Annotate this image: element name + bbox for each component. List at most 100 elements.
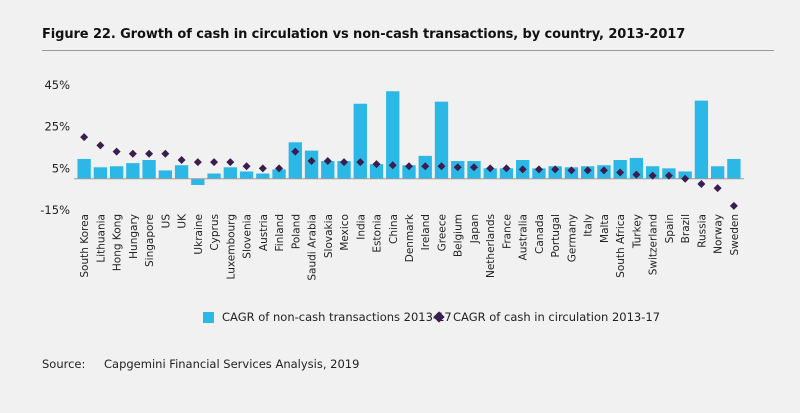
chart: -15% 5% 25% 45% South Korea Lithuania Hong Ko… <box>40 78 744 281</box>
legend-item-markers: CAGR of cash in circulation 2013-17 <box>433 310 660 324</box>
y-tick-label: 45% <box>44 78 70 92</box>
x-tick-label: South Korea <box>79 214 91 278</box>
cash-marker <box>210 158 219 167</box>
x-tick-label: Norway <box>713 214 725 254</box>
x-tick-label: Ukraine <box>193 214 205 255</box>
cash-marker <box>177 156 186 164</box>
x-tick-label: India <box>355 214 367 240</box>
x-tick-label: Brazil <box>680 214 692 243</box>
figure-title: Figure 22. Growth of cash in circulation… <box>42 27 686 42</box>
bar <box>694 100 709 179</box>
y-tick-label: 25% <box>44 120 70 134</box>
x-tick-label: Italy <box>583 214 595 237</box>
cash-marker <box>80 133 89 142</box>
bar <box>727 158 741 179</box>
legend-bar-swatch <box>203 311 214 323</box>
cash-marker <box>275 164 284 173</box>
bar-series <box>77 91 741 185</box>
x-tick-label: Slovenia <box>242 214 254 259</box>
x-tick-label: Russia <box>696 214 708 248</box>
cash-marker <box>664 171 673 180</box>
bar <box>337 161 351 179</box>
bar <box>191 178 205 185</box>
cash-marker <box>551 165 560 174</box>
legend-diamond-icon <box>433 311 445 323</box>
bar <box>483 168 497 179</box>
cash-marker <box>648 171 657 180</box>
x-tick-label: Greece <box>436 214 448 251</box>
x-tick-label: US <box>160 214 172 229</box>
x-tick-label: Hong Kong <box>112 214 124 271</box>
bar <box>434 101 449 179</box>
x-tick-label: Japan <box>469 214 481 244</box>
bar <box>272 169 286 179</box>
x-tick-label: Cyprus <box>209 214 221 251</box>
x-tick-label: Switzerland <box>648 214 660 275</box>
cash-marker <box>502 164 511 173</box>
cash-marker <box>421 162 430 171</box>
cash-marker <box>713 184 722 193</box>
x-tick-label: Malta <box>599 214 611 243</box>
x-tick-label: Belgium <box>453 214 465 257</box>
x-tick-label: Germany <box>566 214 578 262</box>
x-tick-label: Hungary <box>128 214 140 259</box>
title-divider <box>42 50 774 51</box>
cash-marker <box>616 168 625 177</box>
bar <box>126 163 140 179</box>
bar <box>77 158 91 179</box>
legend: CAGR of non-cash transactions 2013-17 CA… <box>0 310 800 330</box>
cash-marker <box>242 162 251 171</box>
y-axis: -15% 5% 25% 45% <box>40 78 70 217</box>
cash-marker <box>323 157 332 166</box>
legend-marker-label: CAGR of cash in circulation 2013-17 <box>453 310 661 324</box>
x-tick-label: Saudi Arabia <box>307 214 319 281</box>
bar <box>158 170 173 179</box>
cash-marker <box>632 170 641 179</box>
bar <box>369 164 384 179</box>
x-tick-label: Austria <box>258 214 270 251</box>
x-tick-label: Netherlands <box>485 214 497 278</box>
x-tick-label: South Africa <box>615 214 627 278</box>
x-tick-label: Slovakia <box>323 214 335 258</box>
cash-marker <box>697 179 706 188</box>
cash-marker <box>583 166 592 175</box>
cash-marker <box>226 158 235 167</box>
bar <box>174 165 189 179</box>
cash-marker <box>258 164 267 173</box>
bar <box>142 160 156 179</box>
cash-marker <box>145 149 154 158</box>
x-tick-label: France <box>501 214 513 249</box>
bar <box>256 173 270 179</box>
cash-marker <box>567 166 576 175</box>
cash-marker <box>372 160 381 169</box>
bar <box>239 171 254 179</box>
x-tick-label: Australia <box>518 214 530 260</box>
cash-marker <box>340 158 349 167</box>
x-tick-label: UK <box>177 213 189 229</box>
bar <box>93 167 108 179</box>
bar <box>532 168 546 179</box>
x-tick-label: Portugal <box>550 214 562 258</box>
cash-marker <box>388 161 397 170</box>
bar <box>402 165 416 179</box>
legend-bar-label: CAGR of non-cash transactions 2013-17 <box>222 310 452 324</box>
legend-item-bars: CAGR of non-cash transactions 2013-17 <box>203 310 452 324</box>
cash-marker <box>291 147 300 156</box>
bar <box>499 168 514 179</box>
cash-marker <box>729 201 738 210</box>
source-label: Source: <box>42 357 86 371</box>
cash-marker <box>599 166 608 175</box>
cash-marker <box>469 163 478 172</box>
cash-marker <box>486 164 495 173</box>
cash-marker <box>405 162 413 171</box>
bar <box>710 166 725 179</box>
marker-series <box>80 133 738 210</box>
x-tick-label: Finland <box>274 214 286 252</box>
cash-marker <box>681 174 690 183</box>
y-tick-label: 5% <box>52 161 70 175</box>
bar <box>353 103 367 179</box>
x-tick-label: China <box>388 214 400 244</box>
x-tick-label: Sweden <box>729 214 741 256</box>
cash-marker <box>534 165 543 174</box>
cash-marker <box>518 165 527 174</box>
